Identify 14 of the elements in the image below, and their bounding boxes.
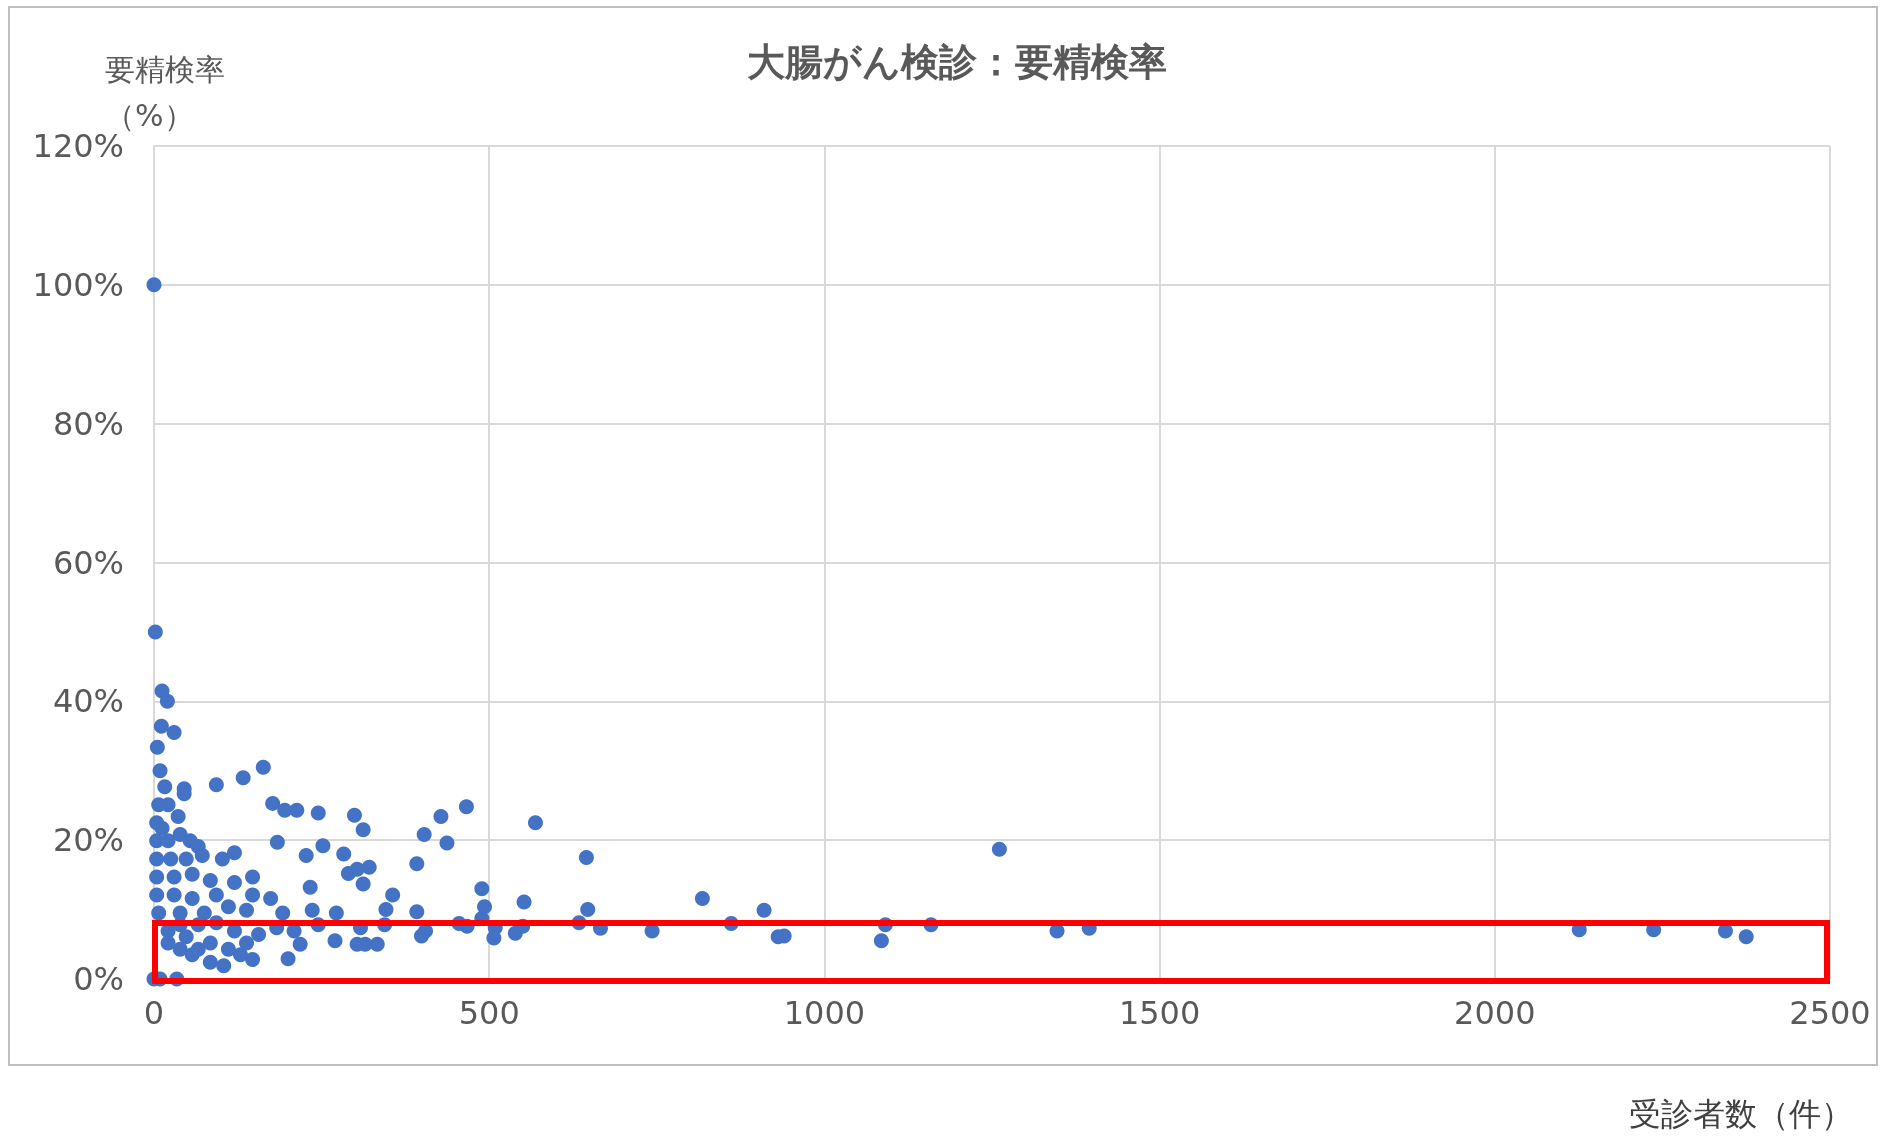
x-tick-label: 1500 [1118,994,1201,1032]
x-tick-label: 2500 [1789,994,1871,1032]
x-tick-label: 1000 [783,994,866,1032]
x-tick-label: 2000 [1454,994,1536,1032]
y-tick-label: 0% [73,960,124,998]
y-tick-label: 80% [52,404,124,443]
x-tick-label: 500 [458,994,520,1032]
y-tick-label: 40% [52,682,124,721]
x-tick-label: 0 [143,994,165,1032]
y-tick-label: 100% [32,265,124,304]
y-tick-label: 60% [52,543,124,582]
chart-title: 大腸がん検診：要精検率 [747,40,1167,84]
x-axis-title: 受診者数（件） [1629,1095,1853,1133]
y-tick-label: 20% [52,821,124,860]
